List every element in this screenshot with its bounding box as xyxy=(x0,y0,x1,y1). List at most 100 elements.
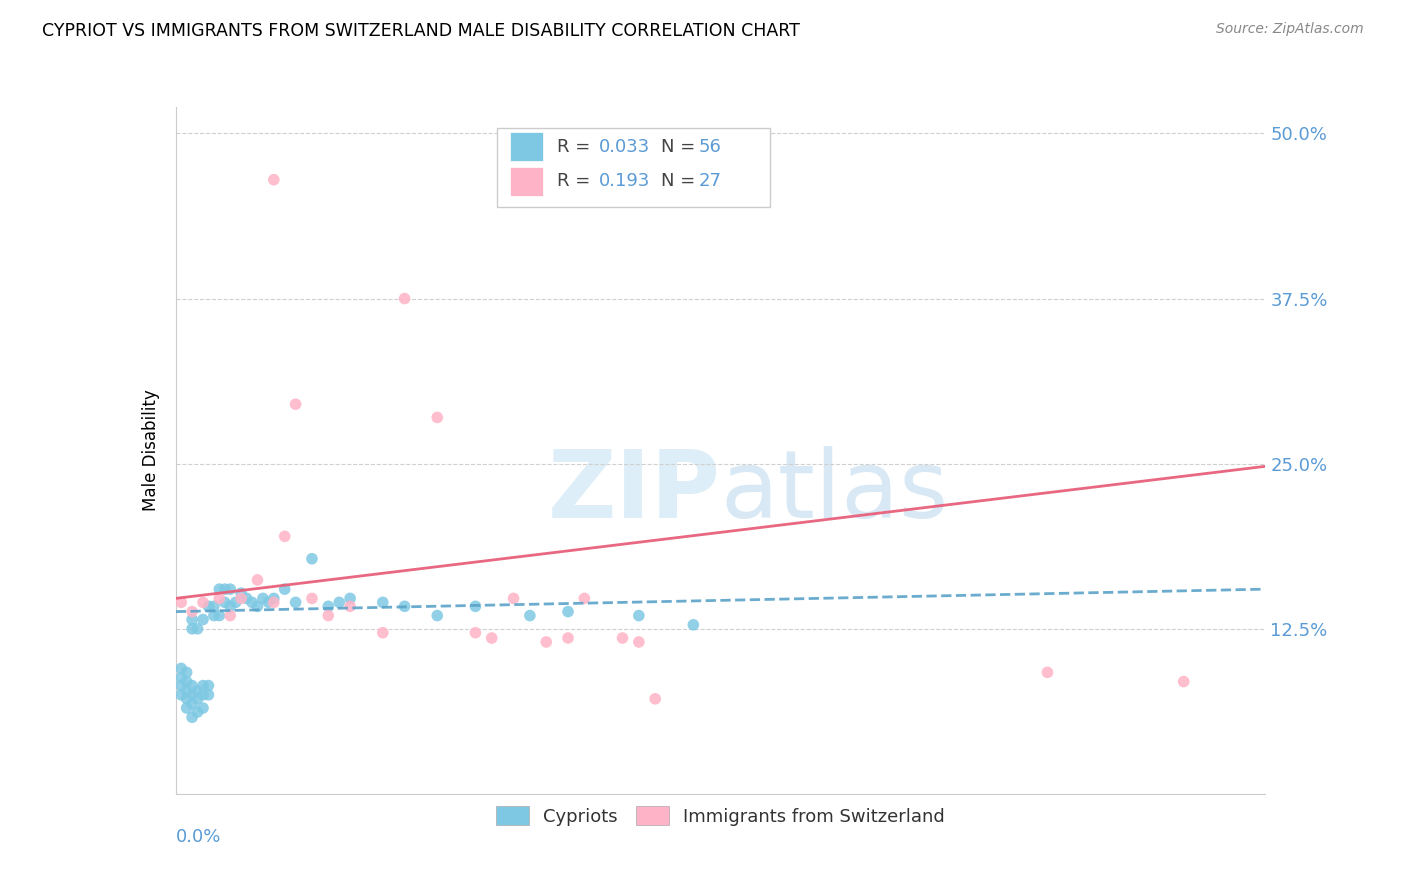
Point xyxy=(519,608,541,623)
Point xyxy=(246,599,269,614)
Point xyxy=(202,608,225,623)
Text: 56: 56 xyxy=(699,138,721,156)
Point xyxy=(557,631,579,645)
Point xyxy=(197,688,219,702)
Point xyxy=(371,625,394,640)
Text: N =: N = xyxy=(661,138,700,156)
Point xyxy=(214,582,236,596)
Point xyxy=(328,595,350,609)
Point xyxy=(240,595,263,609)
Point xyxy=(181,710,204,724)
Point xyxy=(197,679,219,693)
Point xyxy=(644,691,666,706)
Point xyxy=(176,665,198,680)
Point xyxy=(176,691,198,706)
Point xyxy=(235,591,257,606)
Point xyxy=(371,595,394,609)
Text: Source: ZipAtlas.com: Source: ZipAtlas.com xyxy=(1216,22,1364,37)
Point xyxy=(231,591,253,606)
Point xyxy=(170,688,193,702)
Text: R =: R = xyxy=(557,172,596,190)
Text: N =: N = xyxy=(661,172,700,190)
Point xyxy=(557,605,579,619)
Point xyxy=(176,701,198,715)
Text: atlas: atlas xyxy=(721,446,949,538)
Point xyxy=(225,595,247,609)
Point xyxy=(202,599,225,614)
Point xyxy=(274,582,297,596)
Point xyxy=(231,586,253,600)
Point xyxy=(274,529,297,543)
Point xyxy=(246,573,269,587)
Point xyxy=(1173,674,1195,689)
Point xyxy=(176,674,198,689)
Text: 0.193: 0.193 xyxy=(599,172,650,190)
Point xyxy=(170,671,193,685)
Point xyxy=(176,683,198,698)
Point xyxy=(191,701,214,715)
Point xyxy=(208,608,231,623)
Point xyxy=(191,679,214,693)
Point xyxy=(464,625,486,640)
Point xyxy=(318,608,340,623)
Point xyxy=(257,595,280,609)
Legend: Cypriots, Immigrants from Switzerland: Cypriots, Immigrants from Switzerland xyxy=(489,799,952,833)
Point xyxy=(263,591,285,606)
Point xyxy=(170,595,193,609)
Point xyxy=(208,582,231,596)
Point xyxy=(339,599,361,614)
Point xyxy=(301,591,323,606)
Point xyxy=(181,622,204,636)
Point xyxy=(219,582,242,596)
FancyBboxPatch shape xyxy=(498,128,769,207)
Text: CYPRIOT VS IMMIGRANTS FROM SWITZERLAND MALE DISABILITY CORRELATION CHART: CYPRIOT VS IMMIGRANTS FROM SWITZERLAND M… xyxy=(42,22,800,40)
Point xyxy=(181,697,204,711)
Point xyxy=(170,679,193,693)
Point xyxy=(502,591,524,606)
Point xyxy=(394,292,416,306)
Text: 0.033: 0.033 xyxy=(599,138,650,156)
Point xyxy=(214,595,236,609)
Point xyxy=(426,410,449,425)
Point xyxy=(181,613,204,627)
Text: 27: 27 xyxy=(699,172,721,190)
Point xyxy=(339,591,361,606)
Point xyxy=(627,608,650,623)
Point xyxy=(186,705,209,719)
Point xyxy=(481,631,503,645)
Point xyxy=(181,605,204,619)
Point xyxy=(534,635,557,649)
Text: R =: R = xyxy=(557,138,596,156)
Point xyxy=(318,599,340,614)
Point xyxy=(170,661,193,675)
Point xyxy=(426,608,449,623)
Point xyxy=(181,688,204,702)
Point xyxy=(284,397,307,411)
Point xyxy=(208,591,231,606)
Point xyxy=(186,691,209,706)
Point xyxy=(263,172,285,186)
Point xyxy=(284,595,307,609)
Point xyxy=(682,617,704,632)
Text: 0.0%: 0.0% xyxy=(176,828,221,847)
Point xyxy=(219,599,242,614)
Text: ZIP: ZIP xyxy=(548,446,721,538)
Point xyxy=(197,599,219,614)
Point xyxy=(191,613,214,627)
Point xyxy=(181,679,204,693)
Point xyxy=(252,591,274,606)
Point xyxy=(301,551,323,566)
Point xyxy=(191,595,214,609)
Point xyxy=(464,599,486,614)
Point xyxy=(394,599,416,614)
FancyBboxPatch shape xyxy=(510,167,543,195)
Point xyxy=(574,591,596,606)
Point xyxy=(263,595,285,609)
Point xyxy=(186,683,209,698)
Point xyxy=(186,622,209,636)
Point xyxy=(612,631,634,645)
Point xyxy=(191,688,214,702)
Point xyxy=(627,635,650,649)
FancyBboxPatch shape xyxy=(510,132,543,161)
Point xyxy=(1036,665,1059,680)
